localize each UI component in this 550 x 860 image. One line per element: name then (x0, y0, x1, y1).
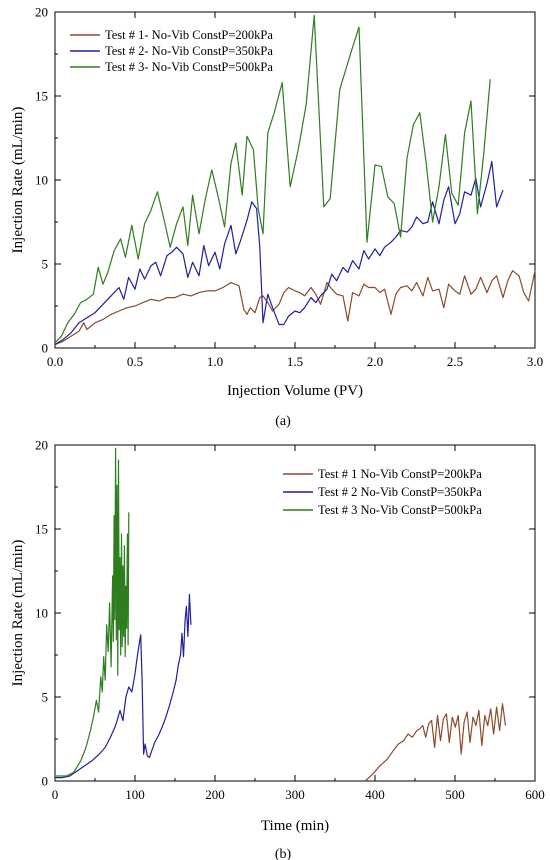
series-line-3 (55, 447, 130, 777)
y-tick-label: 15 (35, 89, 48, 104)
x-tick-label: 0 (52, 787, 59, 802)
legend-entry-3: Test # 3 No-Vib ConstP=500kPa (318, 503, 482, 517)
series-line-1 (364, 703, 507, 782)
y-tick-label: 5 (42, 690, 49, 705)
y-tick-label: 20 (35, 438, 48, 453)
x-tick-label: 100 (125, 787, 145, 802)
x-tick-label: 1.5 (287, 354, 303, 369)
y-axis-label: Injection Rate (mL/min) (10, 107, 26, 254)
panel-label: (b) (275, 847, 292, 860)
legend-entry-1: Test # 1 No-Vib ConstP=200kPa (318, 467, 482, 481)
panel-label: (a) (275, 414, 291, 429)
chart-panel-2: 0 100 200 300 400 500 600 0 5 10 15 20 Time (min) Inj… (10, 438, 545, 860)
legend-entry-2: Test # 2- No-Vib ConstP=350kPa (105, 44, 273, 58)
series-line-2 (55, 593, 192, 779)
x-tick-label: 400 (365, 787, 385, 802)
y-tick-label: 0 (42, 341, 49, 356)
x-tick-label: 500 (445, 787, 465, 802)
x-axis-label: Time (min) (261, 818, 329, 834)
x-tick-label: 200 (205, 787, 225, 802)
y-tick-label: 10 (35, 606, 48, 621)
x-tick-label: 2.5 (447, 354, 463, 369)
x-tick-label: 600 (525, 787, 545, 802)
y-tick-label: 15 (35, 522, 48, 537)
x-axis-label: Injection Volume (PV) (227, 383, 363, 399)
x-tick-label: 0.0 (47, 354, 63, 369)
y-tick-label: 0 (42, 774, 49, 789)
series-line-2 (54, 160, 504, 346)
legend-entry-3: Test # 3- No-Vib ConstP=500kPa (105, 60, 273, 74)
y-tick-label: 10 (35, 173, 48, 188)
chart-panel-1: 0.0 0.5 1.0 1.5 2.0 2.5 3.0 0 5 10 15 20 Injection V… (10, 5, 543, 430)
x-tick-label: 3.0 (527, 354, 543, 369)
series-line-3 (54, 14, 491, 344)
legend-entry-1: Test # 1- No-Vib ConstP=200kPa (105, 28, 273, 42)
x-tick-label: 1.0 (207, 354, 223, 369)
x-tick-label: 2.0 (367, 354, 383, 369)
y-tick-label: 5 (42, 257, 49, 272)
x-tick-label: 300 (285, 787, 305, 802)
legend-entry-2: Test # 2 No-Vib ConstP=350kPa (318, 485, 482, 499)
y-tick-label: 20 (35, 5, 48, 20)
y-axis-label: Injection Rate (mL/min) (10, 540, 26, 687)
x-tick-label: 0.5 (127, 354, 143, 369)
series-line-1 (54, 270, 536, 346)
